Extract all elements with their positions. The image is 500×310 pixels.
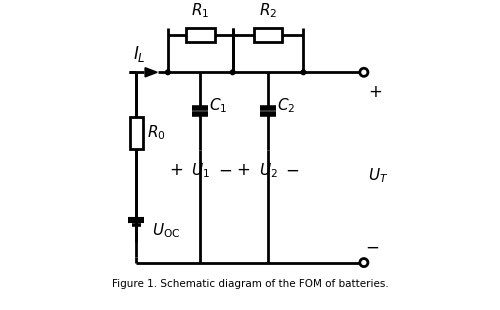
Text: $R_0$: $R_0$ — [147, 123, 166, 142]
Bar — [254, 28, 282, 42]
Circle shape — [360, 68, 368, 76]
Text: $C_1$: $C_1$ — [209, 96, 228, 115]
Circle shape — [166, 70, 170, 75]
Text: $-$: $-$ — [218, 162, 232, 179]
Polygon shape — [145, 68, 157, 77]
Text: $+$: $+$ — [168, 162, 183, 179]
Text: Figure 1. Schematic diagram of the FOM of batteries.: Figure 1. Schematic diagram of the FOM o… — [112, 278, 388, 289]
Text: $-$: $-$ — [286, 162, 300, 179]
Text: $-$: $-$ — [366, 238, 380, 255]
Text: $+$: $+$ — [368, 84, 382, 101]
Text: $+$: $+$ — [236, 162, 250, 179]
Circle shape — [301, 70, 306, 75]
Bar — [130, 117, 142, 149]
Text: $U_T$: $U_T$ — [368, 167, 388, 185]
Text: $U_\mathrm{OC}$: $U_\mathrm{OC}$ — [152, 222, 180, 240]
Text: $C_2$: $C_2$ — [276, 96, 295, 115]
Bar — [186, 28, 214, 42]
Text: $R_2$: $R_2$ — [259, 2, 277, 20]
Text: $R_1$: $R_1$ — [191, 2, 210, 20]
Text: $U_2$: $U_2$ — [258, 161, 278, 180]
Text: $U_1$: $U_1$ — [191, 161, 210, 180]
Circle shape — [230, 70, 235, 75]
Text: $I_L$: $I_L$ — [132, 44, 145, 64]
Circle shape — [360, 259, 368, 267]
